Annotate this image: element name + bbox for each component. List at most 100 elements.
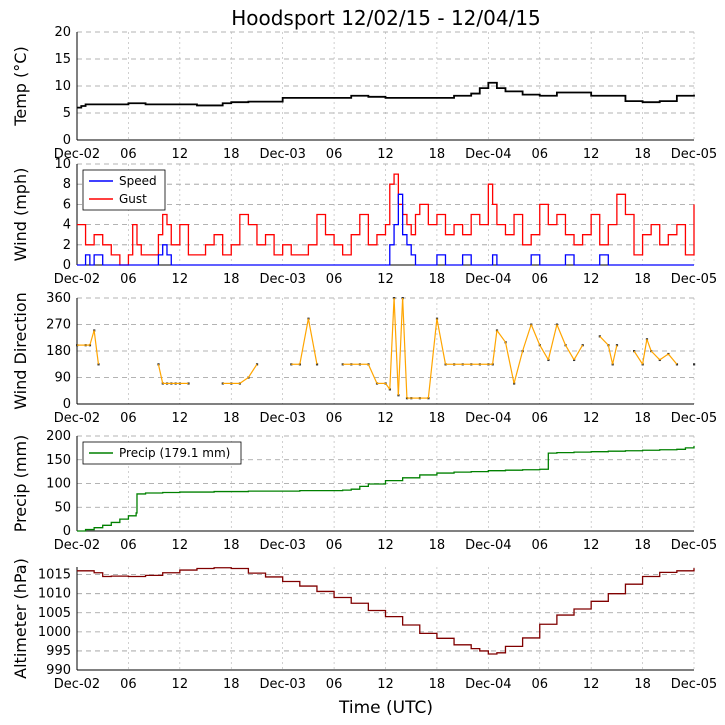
y-tick-label: 2: [63, 238, 71, 253]
x-tick-label: 18: [223, 538, 240, 553]
direction-point: [513, 382, 516, 385]
direction-point: [641, 363, 644, 366]
direction-segment: [402, 297, 408, 399]
panel-altimeter: 990 995 1000 1005 1010 1015 Dec-02 06 12 18 Dec-03…: [11, 558, 717, 692]
x-tick-label: 18: [223, 677, 240, 692]
direction-point: [675, 363, 679, 366]
direction-point: [247, 376, 250, 379]
y-tick-label: 200: [46, 429, 71, 444]
direction-segment: [307, 318, 318, 365]
x-tick-label: 06: [120, 677, 137, 692]
direction-segment: [397, 297, 404, 396]
direction-segment: [504, 342, 515, 384]
y-tick-label: 270: [46, 318, 71, 333]
direction-point: [491, 363, 494, 366]
legend-precip: Precip (179.1 mm): [82, 441, 242, 465]
direction-segment: [641, 339, 648, 365]
direction-segment: [607, 344, 614, 365]
temp-series-line: [77, 81, 695, 109]
direction-point: [547, 358, 550, 362]
x-tick-label: 12: [172, 677, 189, 692]
x-tick-label: 12: [583, 147, 600, 162]
direction-segment: [496, 330, 506, 343]
direction-segment: [247, 363, 258, 378]
direction-segment: [385, 383, 391, 390]
direction-point: [573, 358, 576, 362]
legend-box: [82, 441, 242, 465]
chart-title: Hoodsport 12/02/15 - 12/04/15: [231, 6, 541, 30]
direction-segment: [564, 344, 575, 361]
legend-label: Speed: [119, 174, 157, 188]
x-tick-label: Dec-02: [54, 147, 100, 162]
x-tick-label: 12: [172, 272, 189, 287]
x-tick-label: 06: [326, 147, 343, 162]
panel-temp: 0 5 10 15 20 Dec-02 06 12 18 Dec-03 06 12 18 Dec-04 06…: [11, 25, 717, 162]
y-tick-label: 10: [54, 79, 71, 94]
x-tick-label: Dec-04: [465, 272, 511, 287]
x-tick-label: Dec-02: [54, 411, 100, 426]
x-tick-label: Dec-04: [465, 411, 511, 426]
x-tick-label: Dec-05: [671, 677, 717, 692]
altimeter-series-line: [77, 567, 695, 655]
x-tick-label: Dec-05: [671, 147, 717, 162]
speed-series-line: [77, 193, 694, 266]
direction-segment: [367, 364, 378, 384]
y-tick-label: 50: [54, 500, 71, 515]
x-tick-label: 06: [120, 538, 137, 553]
x-tick-label: 18: [429, 677, 446, 692]
y-tick-label: 20: [54, 25, 71, 40]
direction-segment: [612, 344, 618, 365]
direction-segment: [427, 318, 438, 399]
x-tick-label: 12: [377, 272, 394, 287]
x-tick-label: 06: [531, 411, 548, 426]
y-tick-label: 0: [63, 524, 71, 539]
x-tick-label: 06: [531, 538, 548, 553]
y-tick-label: 15: [54, 52, 71, 67]
x-tick-label: 06: [531, 147, 548, 162]
y-axis-label-temp: Temp (°C): [11, 46, 30, 126]
x-tick-label: Dec-03: [259, 538, 305, 553]
y-tick-label: 5: [63, 106, 71, 121]
direction-segment: [547, 324, 558, 360]
x-tick-label: 18: [429, 538, 446, 553]
x-tick-label: Dec-05: [671, 538, 717, 553]
precip-series-line: [77, 445, 695, 532]
direction-point: [97, 363, 100, 366]
y-tick-label: 1000: [38, 625, 71, 640]
direction-segment: [650, 350, 661, 361]
panel-direction: 0 90 180 270 360 Dec-02 06 12 18 Dec-03 06 12 18 Dec-…: [11, 291, 717, 426]
x-tick-label: 06: [326, 677, 343, 692]
direction-point: [397, 394, 400, 397]
panel-precip: 0 50 100 150 200 Dec-02 06 12 18 Dec-03 06 12 18 Dec-…: [11, 429, 717, 553]
x-tick-label: 12: [583, 538, 600, 553]
direction-segment: [633, 350, 644, 365]
direction-segment: [539, 344, 549, 361]
direction-segment: [239, 377, 249, 384]
x-tick-label: 18: [429, 411, 446, 426]
y-axis-label-altimeter: Altimeter (hPa): [11, 558, 30, 679]
direction-point: [388, 388, 391, 391]
direction-segment: [93, 330, 100, 365]
x-tick-label: Dec-03: [259, 677, 305, 692]
x-tick-label: 06: [326, 272, 343, 287]
direction-segment: [659, 353, 669, 361]
y-tick-label: 90: [54, 371, 71, 386]
direction-point: [315, 363, 319, 366]
x-tick-label: Dec-04: [465, 677, 511, 692]
x-tick-label: Dec-03: [259, 411, 305, 426]
y-tick-label: 6: [63, 197, 71, 212]
x-tick-label: 12: [377, 538, 394, 553]
x-tick-label: 06: [326, 538, 343, 553]
y-tick-label: 0: [63, 397, 71, 412]
x-tick-label: Dec-04: [465, 538, 511, 553]
direction-segment: [513, 350, 524, 384]
x-tick-label: 18: [429, 147, 446, 162]
y-tick-label: 1010: [38, 587, 71, 602]
x-tick-label: Dec-05: [671, 272, 717, 287]
y-tick-label: 4: [63, 218, 71, 233]
legend-label: Precip (179.1 mm): [119, 446, 230, 460]
direction-segment: [599, 335, 609, 346]
direction-segment: [667, 353, 678, 365]
